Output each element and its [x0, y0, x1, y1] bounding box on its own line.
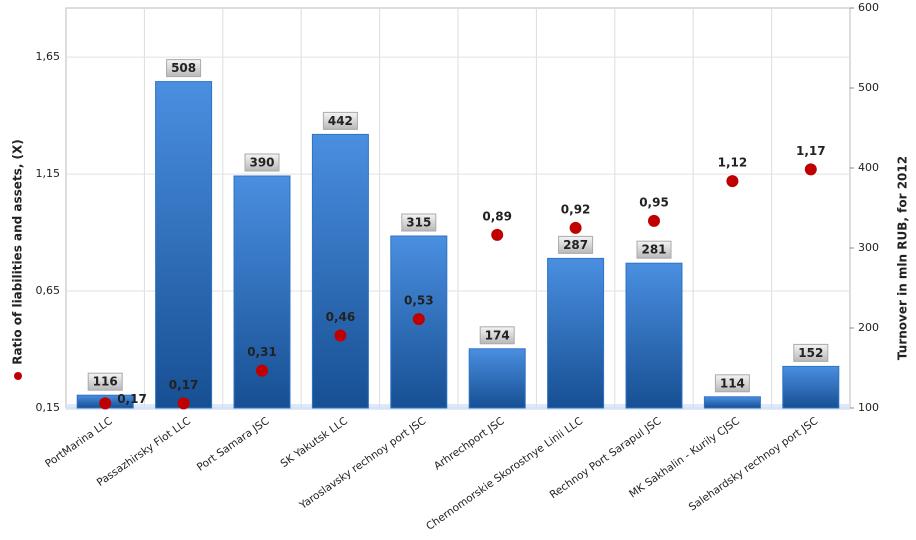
x-tick-label: Port Samara JSC: [195, 415, 272, 474]
y2-tick-label: 500: [858, 81, 879, 94]
bar-label-box: [636, 240, 672, 259]
bar-label: 281: [641, 243, 666, 257]
y2-tick-label: 400: [858, 161, 879, 174]
bar-label: 287: [563, 238, 588, 252]
bar-label: 508: [171, 61, 196, 75]
x-tick-label: Yaroslavsky rechnoy port JSC: [297, 415, 429, 512]
bar-label-box: [714, 374, 750, 393]
point-label: 0,17: [117, 392, 147, 406]
point-label: 1,17: [796, 144, 826, 158]
point-label: 0,46: [326, 310, 356, 324]
y-tick-label: 0,65: [36, 284, 61, 297]
bar-label-box: [793, 343, 829, 362]
bar-label: 152: [798, 346, 823, 360]
bar: [311, 133, 369, 409]
bar-label-box: [322, 111, 358, 130]
bar: [547, 257, 605, 409]
bar: [468, 348, 526, 409]
y2-tick-label: 300: [858, 241, 879, 254]
point-label: 0,95: [639, 195, 669, 209]
y2-axis-title: Turnover in mln RUB, for 2012: [896, 156, 910, 360]
point: [99, 397, 112, 410]
point: [491, 228, 504, 241]
point: [648, 214, 660, 227]
point: [804, 163, 817, 176]
y-tick-label: 1,65: [36, 50, 61, 63]
point-label: 1,12: [718, 156, 748, 170]
bar-label: 114: [720, 376, 745, 390]
point: [334, 329, 347, 342]
x-tick-label: Chernomorskie Skorostnye Linii LLC: [424, 415, 585, 533]
bar-label-box: [401, 213, 437, 232]
y-axis-title: Ratio of liabilities and assets, (X): [11, 139, 25, 365]
point-label: 0,17: [169, 378, 199, 392]
bar-label-box: [87, 372, 123, 391]
bar: [625, 262, 683, 409]
x-tick-label: Arhrechport JSC: [432, 415, 507, 472]
x-tick-label: SK Yakutsk LLC: [278, 415, 349, 470]
point-label: 0,92: [561, 202, 591, 216]
bar-label-box: [479, 326, 515, 345]
baseline-glow: [66, 404, 850, 410]
bar-label-box: [244, 153, 280, 172]
bar: [155, 81, 213, 409]
bar-label-box: [558, 235, 594, 254]
y-tick-label: 1,15: [36, 167, 61, 180]
point: [726, 175, 739, 188]
point-label: 0,89: [482, 209, 512, 223]
y-tick-label: 0,15: [36, 401, 61, 414]
point-label: 0,31: [247, 345, 277, 359]
x-tick-label: Salehardsky rechnoy port JSC: [687, 415, 821, 514]
point-label: 0,53: [404, 294, 434, 308]
point: [569, 221, 582, 234]
bar-label: 174: [485, 328, 510, 342]
bar-label: 390: [249, 156, 274, 170]
axis-marker: [14, 372, 22, 380]
bar: [782, 365, 840, 409]
bar-label: 315: [406, 216, 431, 230]
y2-tick-label: 600: [858, 1, 879, 14]
bar-label: 116: [93, 375, 118, 389]
point: [177, 397, 190, 410]
y2-tick-label: 100: [858, 401, 879, 414]
y2-tick-label: 200: [858, 321, 879, 334]
point: [412, 313, 425, 326]
x-tick-label: PortMarina LLC: [43, 415, 115, 470]
bar-label: 442: [328, 114, 353, 128]
point: [256, 364, 268, 377]
bar: [703, 396, 761, 409]
bar-label-box: [166, 59, 202, 78]
